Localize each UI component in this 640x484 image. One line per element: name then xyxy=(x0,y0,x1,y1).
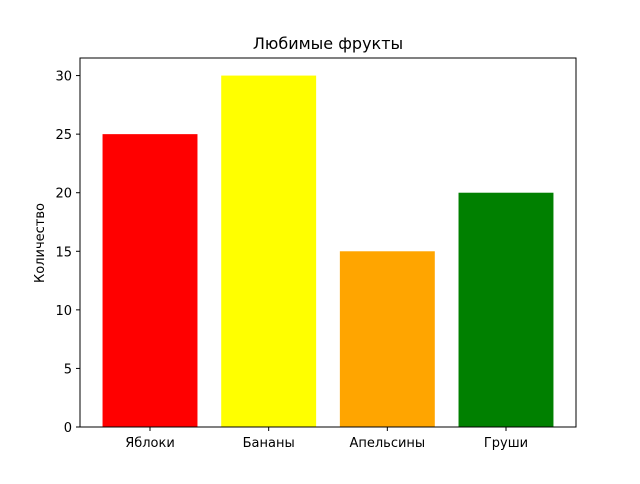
bar-2 xyxy=(339,251,435,427)
x-tick-label: Апельсины xyxy=(349,436,425,451)
y-axis-label: Количество xyxy=(33,203,48,283)
x-tick-label: Яблоки xyxy=(125,436,175,451)
x-tick-label: Бананы xyxy=(243,436,295,451)
y-tick-label: 20 xyxy=(55,187,72,202)
bar-0 xyxy=(102,134,198,427)
bar-1 xyxy=(221,75,317,428)
y-tick-label: 25 xyxy=(55,128,72,143)
plot-frame xyxy=(79,57,577,428)
y-tick-label: 30 xyxy=(55,70,72,85)
y-tick-label: 0 xyxy=(64,421,72,436)
y-tick-label: 10 xyxy=(55,304,72,319)
chart-title: Любимые фрукты xyxy=(253,34,403,53)
x-tick-label: Груши xyxy=(484,436,528,451)
y-tick-label: 5 xyxy=(64,362,72,377)
bar-3 xyxy=(458,192,554,427)
y-tick-label: 15 xyxy=(55,245,72,260)
